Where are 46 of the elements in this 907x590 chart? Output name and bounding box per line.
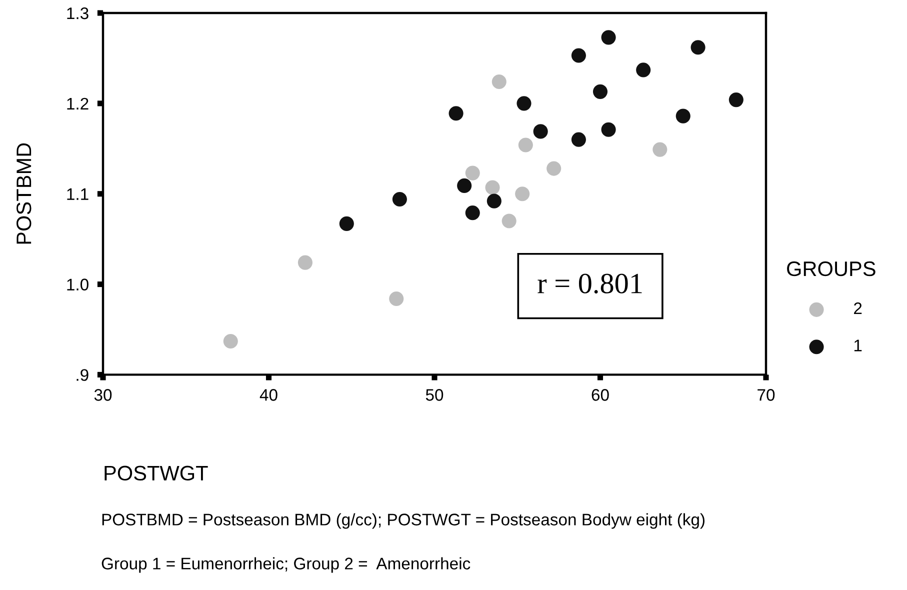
point [571, 48, 586, 63]
point [652, 142, 668, 157]
y-tick-label: 1.1 [67, 188, 88, 200]
legend-title: GROUPS [787, 261, 876, 276]
point [389, 291, 404, 306]
point [601, 30, 616, 45]
point [486, 194, 502, 208]
point [465, 206, 480, 220]
x-tick-label: 30 [94, 389, 112, 401]
y-tick-label: 1.3 [67, 7, 88, 20]
point [518, 138, 533, 152]
annotation: r = 0.801 [538, 274, 642, 294]
point [298, 255, 312, 270]
x-axis-title: POSTWGT [104, 466, 208, 481]
point [502, 214, 516, 228]
y-axis-title: POSTBMD [16, 143, 32, 244]
point [516, 96, 532, 111]
point [457, 178, 472, 193]
point [533, 124, 548, 139]
point [571, 132, 586, 147]
x-tick-label: 50 [426, 389, 444, 401]
point [728, 92, 744, 108]
point [592, 84, 608, 99]
point [636, 62, 651, 78]
point [546, 161, 562, 176]
text: POSTBMD = Postseason BMD (g/cc); POSTWGT = Postseason Bodyw eight (kg) [102, 513, 704, 529]
y-tick-label: 1.0 [67, 278, 88, 290]
text: Group 1 = Eumenorrheic; Group 2 = Amenorrheic [102, 557, 470, 573]
y-tick-label: 1.2 [67, 98, 88, 110]
point [223, 334, 238, 349]
point [485, 180, 500, 195]
point [492, 74, 506, 90]
point [339, 216, 354, 231]
point [392, 192, 407, 207]
x-tick-label: 70 [758, 389, 775, 401]
point [515, 186, 530, 202]
point [465, 166, 480, 180]
x-tick-label: 60 [592, 389, 609, 401]
x-tick-label: 40 [260, 389, 278, 401]
y-tick-label: .9 [76, 369, 88, 381]
point [601, 122, 616, 137]
legend-label: 2 [854, 302, 862, 314]
point [676, 108, 690, 124]
legend-label: 1 [854, 340, 862, 352]
point [448, 106, 464, 121]
point [690, 40, 706, 55]
